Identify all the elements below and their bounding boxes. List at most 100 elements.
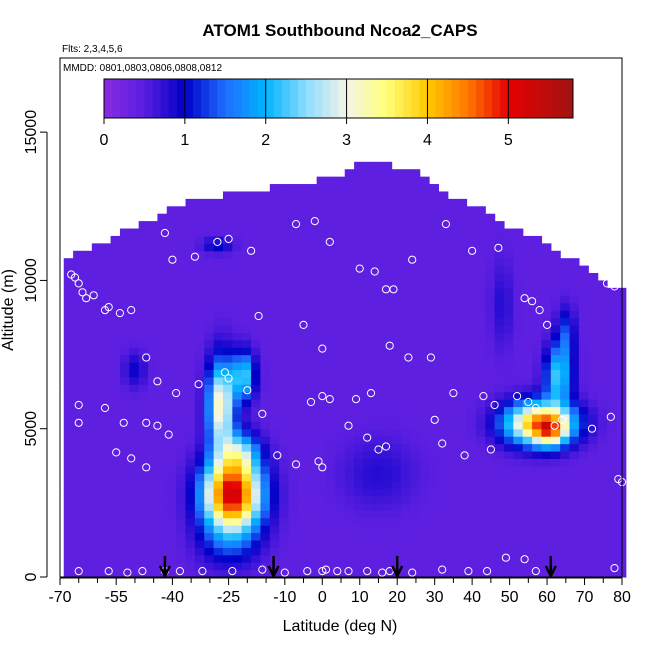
heatmap-cell — [513, 539, 524, 548]
heatmap-cell — [532, 465, 543, 474]
heatmap-cell — [307, 347, 318, 356]
heatmap-cell — [204, 376, 215, 385]
heatmap-cell — [541, 413, 552, 422]
colorbar-cell — [532, 79, 542, 118]
heatmap-cell — [279, 413, 290, 422]
heatmap-cell — [447, 384, 458, 393]
heatmap-cell — [63, 399, 74, 408]
heatmap-cell — [119, 532, 130, 541]
heatmap-cell — [354, 413, 365, 422]
heatmap-cell — [457, 258, 468, 267]
colorbar-cell — [427, 79, 437, 118]
heatmap-cell — [297, 465, 308, 474]
sample-point — [168, 255, 177, 264]
heatmap-cell — [185, 465, 196, 474]
arrow-marker — [391, 556, 404, 579]
heatmap-cell — [63, 310, 74, 319]
heatmap-cell — [532, 354, 543, 363]
heatmap-cell — [400, 265, 411, 274]
heatmap-cell — [148, 406, 159, 415]
heatmap-cell — [457, 206, 468, 215]
heatmap-cell — [466, 547, 477, 556]
heatmap-cell — [363, 206, 374, 215]
heatmap-cell — [419, 539, 430, 548]
heatmap-cell — [457, 391, 468, 400]
heatmap-cell — [91, 384, 102, 393]
heatmap-cell — [372, 221, 383, 230]
heatmap-cell — [578, 465, 589, 474]
heatmap-cell — [382, 376, 393, 385]
heatmap-cell — [73, 406, 84, 415]
heatmap-cell — [447, 480, 458, 489]
heatmap-cell — [550, 458, 561, 467]
heatmap-cell — [550, 317, 561, 326]
heatmap-cell — [569, 510, 580, 519]
heatmap-cell — [176, 324, 187, 333]
heatmap-cell — [82, 569, 93, 578]
heatmap-cell — [447, 428, 458, 437]
heatmap-cell — [550, 302, 561, 311]
heatmap-cell — [194, 502, 205, 511]
heatmap-cell — [513, 413, 524, 422]
heatmap-cell — [101, 554, 112, 563]
heatmap-cell — [372, 176, 383, 185]
heatmap-cell — [597, 436, 608, 445]
heatmap-cell — [326, 221, 336, 230]
sample-point — [291, 220, 301, 229]
heatmap-cell — [269, 421, 280, 430]
heatmap-cell — [391, 250, 402, 259]
heatmap-cell — [73, 295, 84, 304]
heatmap-cell — [475, 376, 486, 385]
colorbar-tick-label: 2 — [261, 132, 270, 149]
heatmap-cell — [194, 510, 205, 519]
heatmap-cell — [363, 428, 374, 437]
heatmap-cell — [316, 547, 327, 556]
heatmap-cell — [354, 517, 365, 526]
heatmap-cell — [541, 443, 552, 452]
heatmap-cell — [391, 361, 402, 370]
heatmap-cell — [148, 332, 159, 341]
heatmap-cell — [269, 532, 280, 541]
heatmap-cell — [138, 473, 149, 482]
heatmap-cell — [204, 562, 215, 571]
sample-point — [381, 442, 391, 451]
heatmap-cell — [541, 532, 552, 541]
heatmap-cell — [316, 488, 327, 497]
heatmap-cell — [232, 332, 243, 341]
heatmap-cell — [138, 436, 149, 445]
heatmap-cell — [363, 198, 374, 207]
heatmap-cell — [157, 235, 168, 244]
heatmap-cell — [372, 465, 383, 474]
heatmap-cell — [251, 399, 262, 408]
heatmap-cell — [204, 473, 215, 482]
heatmap-cell — [541, 450, 552, 459]
heatmap-cell — [363, 265, 374, 274]
colorbar-cell — [273, 79, 283, 118]
sample-point — [430, 415, 439, 424]
heatmap-cell — [447, 436, 458, 445]
colorbar-cell — [120, 79, 129, 118]
heatmap-cell — [129, 554, 140, 563]
heatmap-cell — [447, 354, 458, 363]
heatmap-cell — [429, 361, 440, 370]
heatmap-cell — [475, 465, 486, 474]
heatmap-cell — [232, 206, 243, 215]
heatmap-cell — [382, 176, 393, 185]
heatmap-cell — [391, 376, 402, 385]
sample-point — [438, 439, 447, 448]
heatmap-cell — [166, 324, 177, 333]
heatmap-cell — [419, 287, 430, 296]
heatmap-cell — [82, 502, 93, 511]
heatmap-cell — [326, 547, 336, 556]
heatmap-cell — [541, 391, 552, 400]
heatmap-cell — [466, 502, 477, 511]
heatmap-cell — [513, 488, 524, 497]
heatmap-cell — [560, 369, 571, 378]
heatmap-cell — [485, 302, 496, 311]
heatmap-cell — [578, 428, 589, 437]
heatmap-cell — [297, 458, 308, 467]
heatmap-cell — [438, 280, 449, 289]
heatmap-cell — [129, 287, 140, 296]
heatmap-cell — [578, 273, 589, 282]
heatmap-cell — [560, 324, 571, 333]
